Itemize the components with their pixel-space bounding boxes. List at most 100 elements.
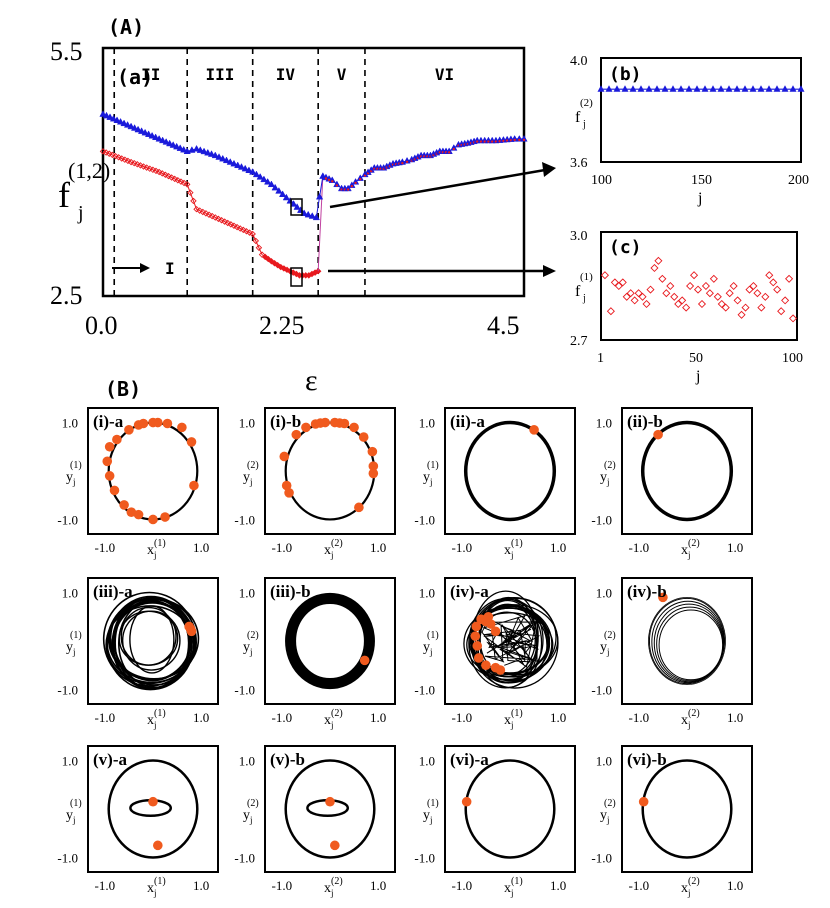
upper-series-point — [144, 130, 153, 137]
upper-series-point — [237, 163, 246, 170]
phase-ylabel-sup: (2) — [604, 798, 616, 809]
phase-plot-ii-a: (ii)-a1.0-1.0-1.0 1.0x j(1)y j(1) — [414, 407, 576, 560]
lower-series-point — [171, 175, 178, 183]
panel-c-point — [733, 296, 742, 305]
phase-xtick-left: -1.0 — [272, 878, 293, 893]
panel-a-series — [99, 110, 528, 279]
upper-series-point — [308, 212, 316, 219]
upper-series-point — [264, 178, 272, 185]
panel-b-point — [733, 85, 741, 92]
upper-series-point — [267, 180, 276, 188]
upper-series-point — [275, 187, 283, 194]
phase-ytick-top: 1.0 — [596, 416, 612, 431]
lower-series-point — [102, 149, 110, 156]
panel-b-point — [765, 85, 773, 92]
phase-xlabel: x — [681, 543, 688, 558]
trajectory-loop — [286, 594, 374, 688]
upper-series-point — [169, 141, 177, 148]
lower-series-point — [127, 158, 135, 166]
phase-xlabel: x — [147, 881, 154, 896]
phase-plot-label: (i)-a — [93, 412, 124, 431]
phase-plot-label: (ii)-a — [450, 412, 485, 431]
upper-series-point — [127, 122, 135, 130]
panel-b-point — [669, 85, 677, 92]
state-marker — [471, 621, 482, 632]
panel-a-ylabel: f — [58, 175, 70, 215]
phase-xlabel: x — [504, 713, 511, 728]
trajectory-loop — [658, 609, 724, 681]
panel-c-ylabel-sup: (1) — [580, 271, 593, 283]
phase-plot-frame — [621, 407, 753, 535]
label-B: (B) — [105, 377, 141, 401]
trajectory-loop — [106, 601, 198, 684]
lower-series-point — [230, 222, 238, 229]
state-marker — [153, 840, 163, 851]
upper-series-point — [196, 146, 204, 153]
state-marker — [148, 514, 158, 525]
overlap-point — [483, 140, 486, 143]
phase-xlabel-sup: (1) — [511, 708, 523, 719]
phase-ylabel-sup: (2) — [604, 460, 616, 471]
upper-series-point — [99, 110, 107, 117]
overlap-point — [324, 177, 328, 180]
panel-b-point — [597, 85, 605, 92]
phase-ytick-top: 1.0 — [596, 586, 612, 601]
panel-c-point — [634, 289, 643, 298]
phase-ylabel: y — [66, 808, 73, 823]
phase-xtick-left: -1.0 — [452, 878, 473, 893]
phase-xlabel: x — [681, 881, 688, 896]
panel-b-point — [789, 85, 797, 92]
lower-series-point — [246, 229, 253, 236]
lower-series-point — [190, 197, 197, 205]
phase-xlabel-sup: (2) — [688, 708, 700, 719]
trajectory-loop — [469, 607, 550, 674]
phase-ytick-top: 1.0 — [419, 586, 435, 601]
panel-b-point — [757, 85, 765, 92]
phase-plot-label: (iii)-b — [270, 582, 311, 601]
state-marker — [483, 611, 494, 622]
panel-c-point — [725, 289, 734, 298]
upper-series-point — [245, 166, 253, 173]
panel-b-point — [621, 85, 629, 92]
phase-xlabel-sup: (1) — [511, 876, 523, 887]
upper-series-point — [450, 144, 458, 151]
lower-series-point — [193, 205, 200, 213]
lower-series-point — [121, 156, 129, 163]
trajectory-loop — [114, 596, 190, 689]
panel-b-point — [773, 85, 781, 92]
state-marker — [119, 500, 129, 510]
phase-plot-label: (iv)-a — [450, 582, 489, 601]
trajectory-loop — [290, 598, 370, 684]
lower-series-point — [199, 208, 207, 216]
lower-series-point — [130, 159, 138, 167]
state-marker — [653, 429, 663, 440]
upper-series-point — [234, 161, 242, 169]
lower-series-point — [146, 165, 154, 172]
phase-xlabel-sup: (1) — [154, 876, 166, 887]
panel-b-point — [797, 85, 805, 92]
lower-series-point — [106, 150, 113, 157]
panel-b-frame — [600, 57, 802, 163]
lower-series-point — [271, 259, 278, 267]
jump-connector — [317, 176, 324, 272]
panel-c-point — [610, 278, 619, 287]
phase-xtick-left: -1.0 — [629, 540, 650, 555]
phase-ylabel: y — [600, 808, 607, 823]
trajectory-loop — [121, 610, 181, 671]
panel-B-grid: (i)-a1.0-1.0-1.0 1.0x j(1)y j(1)(i)-b1.0-1.… — [57, 407, 753, 898]
panel-a-ytick-top: 5.5 — [50, 37, 83, 66]
phase-xtick-right: 1.0 — [370, 710, 386, 725]
phase-plot-iv-a: (iv)-a1.0-1.0-1.0 1.0x j(1)y j(1) — [414, 577, 576, 730]
panel-c-point — [701, 281, 710, 291]
panel-c-point — [745, 285, 754, 294]
phase-xlabel-sub: j — [687, 720, 691, 730]
region-label-ii: II — [141, 65, 160, 84]
panel-b-xlabel: j — [697, 190, 702, 207]
panel-c-point — [721, 303, 730, 312]
phase-xlabel-sub: j — [330, 550, 334, 560]
upper-series-point — [192, 144, 201, 152]
lower-series-point — [283, 266, 291, 274]
panel-a-xlabel: ε — [305, 364, 318, 397]
phase-plot-frame — [87, 407, 219, 535]
state-marker — [330, 840, 340, 851]
